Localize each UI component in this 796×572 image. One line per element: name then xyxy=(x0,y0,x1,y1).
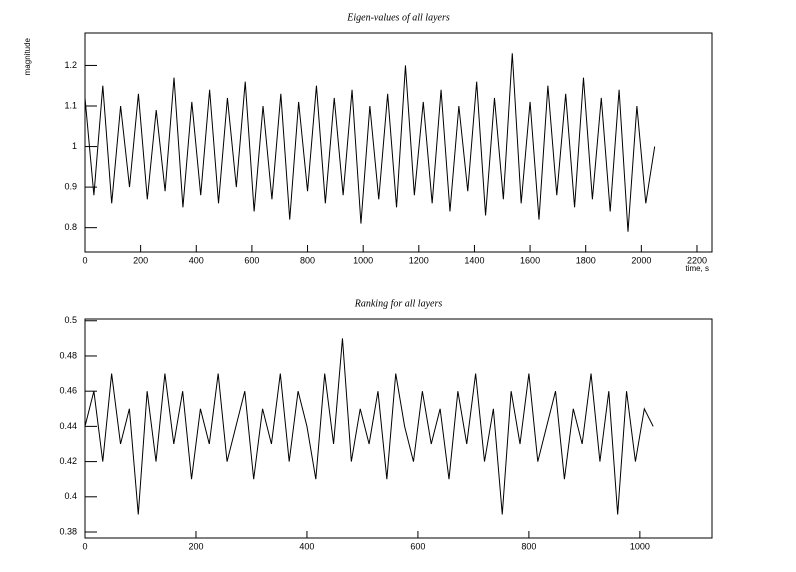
plot-frame xyxy=(84,318,713,539)
x-tick-label: 0 xyxy=(82,255,87,265)
y-tick-label: 0.46 xyxy=(59,386,77,396)
x-tick-label: 800 xyxy=(521,541,536,551)
y-tick-label: 0.48 xyxy=(59,350,77,360)
y-tick-label: 1.1 xyxy=(64,100,77,110)
chart-title: Ranking for all layers xyxy=(354,298,443,309)
x-tick-label: 2000 xyxy=(631,255,651,265)
y-tick-label: 1.2 xyxy=(64,60,77,70)
y-tick-label: 0.38 xyxy=(59,526,77,536)
y-tick-label: 0.9 xyxy=(64,181,77,191)
x-tick-label: 200 xyxy=(133,255,148,265)
x-tick-label: 600 xyxy=(410,541,425,551)
x-tick-label: 1200 xyxy=(409,255,429,265)
x-tick-label: 800 xyxy=(300,255,315,265)
data-line xyxy=(84,53,656,232)
y-tick-label: 0.44 xyxy=(59,421,77,431)
x-tick-label: 2200 xyxy=(687,255,707,265)
x-tick-label: 1000 xyxy=(353,255,373,265)
x-tick-label: 1800 xyxy=(576,255,596,265)
plot-frame xyxy=(84,32,713,253)
x-tick-label: 400 xyxy=(299,541,314,551)
y-tick-label: 0.8 xyxy=(64,222,77,232)
data-line xyxy=(84,338,654,515)
chart-title: Eigen-values of all layers xyxy=(346,12,450,23)
y-tick-label: 1 xyxy=(72,141,77,151)
y-axis-label: magnitude xyxy=(23,37,32,75)
y-tick-label: 0.4 xyxy=(64,491,77,501)
x-tick-label: 600 xyxy=(244,255,259,265)
x-tick-label: 1000 xyxy=(630,541,650,551)
x-tick-label: 0 xyxy=(82,541,87,551)
x-axis-label: time, s xyxy=(685,264,709,273)
y-tick-label: 0.42 xyxy=(59,456,77,466)
x-tick-label: 1600 xyxy=(520,255,540,265)
x-tick-label: 200 xyxy=(188,541,203,551)
y-tick-label: 0.5 xyxy=(64,315,77,325)
x-tick-label: 1400 xyxy=(464,255,484,265)
x-tick-label: 400 xyxy=(189,255,204,265)
